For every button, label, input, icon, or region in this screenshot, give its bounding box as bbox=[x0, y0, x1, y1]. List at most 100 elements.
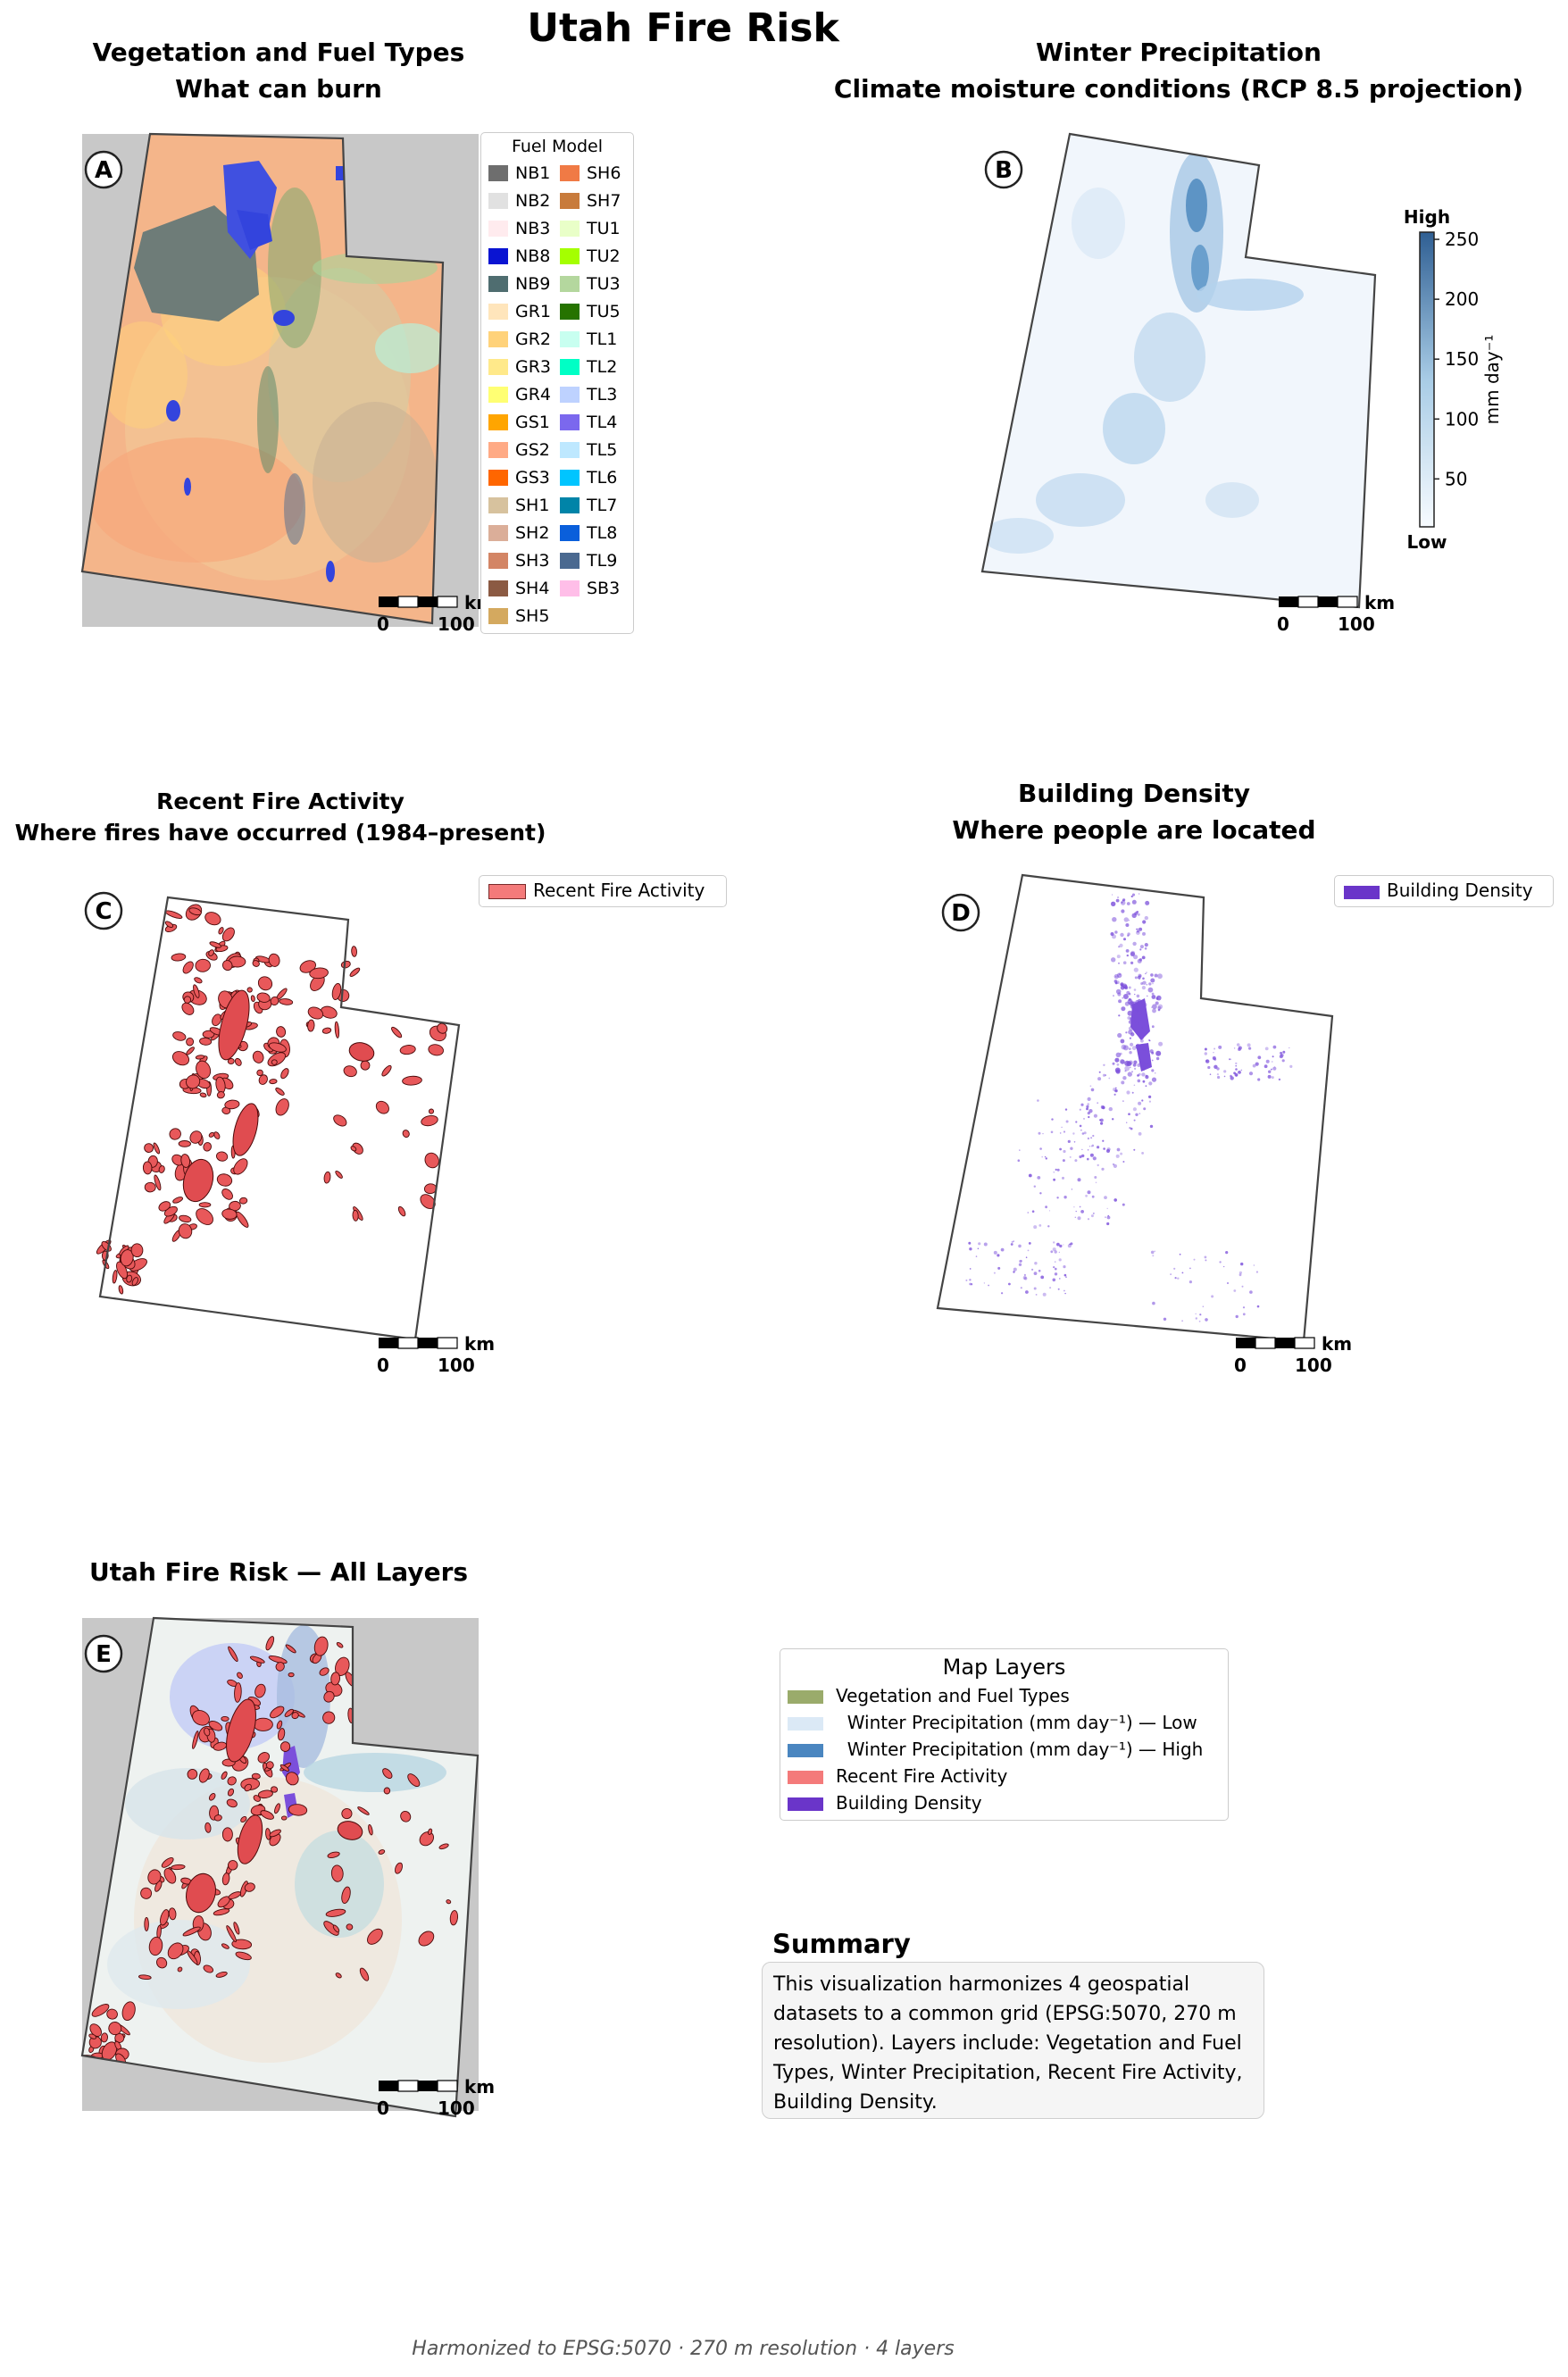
fuel-legend-item: TL2 bbox=[560, 355, 617, 379]
map-layer-label: Winter Precipitation (mm day⁻¹) — Low bbox=[836, 1712, 1197, 1733]
colorbar-low-label: Low bbox=[1407, 531, 1447, 553]
building-legend: Building Density bbox=[1334, 875, 1554, 907]
scalebar-e-end: 100 bbox=[438, 2098, 475, 2119]
building-legend-label: Building Density bbox=[1387, 880, 1533, 901]
panel-b-title: Winter Precipitation Climate moisture co… bbox=[786, 34, 1568, 107]
fuel-legend-item: NB3 bbox=[488, 217, 550, 240]
fuel-legend-swatch bbox=[560, 470, 580, 486]
fuel-legend-item: TU1 bbox=[560, 217, 621, 240]
fuel-legend-label: SH6 bbox=[587, 163, 621, 183]
colorbar-ticks: 250 200 150 100 50 bbox=[1434, 229, 1479, 489]
fuel-legend-swatch bbox=[560, 414, 580, 430]
fuel-legend-item: TU2 bbox=[560, 245, 621, 268]
fuel-legend-item: GR1 bbox=[488, 300, 551, 323]
fuel-legend-label: NB2 bbox=[515, 191, 551, 211]
fuel-legend-swatch bbox=[560, 193, 580, 209]
scalebar-c-unit: km bbox=[464, 1333, 495, 1355]
fuel-legend-label: TL6 bbox=[587, 468, 618, 488]
panel-a-letter: A bbox=[95, 157, 113, 184]
fuel-legend-label: TL3 bbox=[587, 385, 618, 405]
scalebar-d: km 0 100 bbox=[1234, 1333, 1352, 1376]
map-layer-legend-item: Winter Precipitation (mm day⁻¹) — Low bbox=[788, 1710, 1197, 1736]
fuel-legend-label: NB1 bbox=[515, 163, 551, 183]
fuel-legend-swatch bbox=[488, 525, 508, 541]
scalebar-b-end: 100 bbox=[1338, 613, 1375, 635]
summary-box: This visualization harmonizes 4 geospati… bbox=[762, 1962, 1264, 2119]
fuel-legend-item: TL9 bbox=[560, 549, 617, 572]
fuel-legend-label: TL8 bbox=[587, 523, 618, 543]
fuel-legend-swatch bbox=[488, 331, 508, 347]
fuel-legend-item: TL5 bbox=[560, 438, 617, 462]
panel-e-letter-badge: E bbox=[84, 1634, 123, 1673]
panel-a-title-line1: Vegetation and Fuel Types bbox=[92, 38, 465, 67]
panel-e-title-line1: Utah Fire Risk — All Layers bbox=[88, 1557, 469, 1587]
panel-d-title-line1: Building Density bbox=[1018, 779, 1250, 808]
panel-d-title-line2: Where people are located bbox=[952, 815, 1316, 845]
fuel-legend-item: GS1 bbox=[488, 411, 550, 434]
scalebar-e: km 0 100 bbox=[377, 2076, 495, 2119]
fuel-legend-swatch bbox=[488, 193, 508, 209]
fuel-legend-item: GS2 bbox=[488, 438, 550, 462]
fuel-legend-item: GR2 bbox=[488, 328, 551, 351]
fuel-legend-item: SH5 bbox=[488, 605, 549, 628]
colorbar-unit-label: mm day⁻¹ bbox=[1481, 335, 1503, 425]
map-layer-swatch bbox=[788, 1797, 823, 1811]
fuel-legend-item: SH7 bbox=[560, 189, 621, 213]
fuel-legend-item: NB1 bbox=[488, 162, 550, 185]
fuel-legend-swatch bbox=[488, 248, 508, 264]
panel-c-title-line2: Where fires have occurred (1984–present) bbox=[14, 820, 546, 846]
panel-b-title-line1: Winter Precipitation bbox=[1036, 38, 1322, 67]
fuel-legend-label: GR2 bbox=[515, 329, 552, 349]
fuel-legend-label: TL4 bbox=[587, 413, 618, 432]
scalebar-d-start: 0 bbox=[1234, 1355, 1247, 1376]
panel-d-map bbox=[936, 873, 1334, 1343]
fuel-legend-item: TL7 bbox=[560, 494, 617, 517]
fuel-legend-swatch bbox=[560, 304, 580, 320]
fuel-legend-item: NB8 bbox=[488, 245, 550, 268]
fuel-legend-item: TU3 bbox=[560, 272, 621, 296]
panel-a-title: Vegetation and Fuel Types What can burn bbox=[46, 34, 511, 107]
panel-b-map bbox=[980, 132, 1377, 609]
panel-e-letter: E bbox=[96, 1641, 112, 1668]
colorbar-tick-label: 100 bbox=[1445, 408, 1479, 430]
summary-heading: Summary bbox=[772, 1929, 911, 1959]
panel-c-title-line1: Recent Fire Activity bbox=[156, 788, 405, 814]
fuel-legend-swatch bbox=[488, 387, 508, 403]
scalebar-d-end: 100 bbox=[1295, 1355, 1332, 1376]
fuel-legend-label: SH4 bbox=[515, 579, 550, 598]
fuel-legend-label: SH1 bbox=[515, 496, 550, 515]
scalebar-e-start: 0 bbox=[377, 2098, 389, 2119]
precip-colorbar: High 250 200 150 100 50 Low mm day⁻¹ bbox=[1404, 206, 1503, 553]
map-layer-legend-item: Winter Precipitation (mm day⁻¹) — High bbox=[788, 1737, 1203, 1763]
fuel-legend-item: SB3 bbox=[560, 577, 620, 600]
fuel-legend-swatch bbox=[488, 553, 508, 569]
panel-e-map bbox=[80, 1616, 480, 2118]
fuel-legend-swatch bbox=[488, 221, 508, 237]
fuel-legend-label: TU3 bbox=[587, 274, 621, 294]
map-layer-swatch bbox=[788, 1744, 823, 1757]
map-layer-label: Vegetation and Fuel Types bbox=[836, 1685, 1070, 1706]
fuel-legend-item: TL1 bbox=[560, 328, 617, 351]
fuel-legend-item: SH1 bbox=[488, 494, 549, 517]
building-legend-swatch bbox=[1344, 886, 1380, 899]
fuel-legend-label: GS2 bbox=[515, 440, 550, 460]
panel-c-map bbox=[96, 896, 461, 1341]
fuel-legend-item: GR3 bbox=[488, 355, 551, 379]
fuel-legend-swatch bbox=[560, 331, 580, 347]
fuel-legend-item: NB9 bbox=[488, 272, 550, 296]
fuel-legend-label: GR3 bbox=[515, 357, 552, 377]
fuel-legend-label: GS1 bbox=[515, 413, 550, 432]
fuel-legend-swatch bbox=[488, 442, 508, 458]
fuel-legend-label: GS3 bbox=[515, 468, 550, 488]
fuel-legend-item: SH3 bbox=[488, 549, 549, 572]
scalebar-d-unit: km bbox=[1322, 1333, 1352, 1355]
map-layer-label: Winter Precipitation (mm day⁻¹) — High bbox=[836, 1739, 1204, 1760]
fuel-legend-item: GR4 bbox=[488, 383, 551, 406]
fuel-model-legend: Fuel Model NB1 NB2 NB3 NB8 NB9 GR1 GR2 GR3 GR4 GS… bbox=[480, 132, 634, 634]
scalebar-b-unit: km bbox=[1364, 592, 1395, 613]
fuel-legend-swatch bbox=[488, 414, 508, 430]
panel-c-letter: C bbox=[95, 898, 112, 925]
map-layers-legend: Map Layers Vegetation and Fuel Types Win… bbox=[780, 1648, 1229, 1821]
fuel-legend-swatch bbox=[488, 359, 508, 375]
fuel-legend-swatch bbox=[488, 497, 508, 513]
